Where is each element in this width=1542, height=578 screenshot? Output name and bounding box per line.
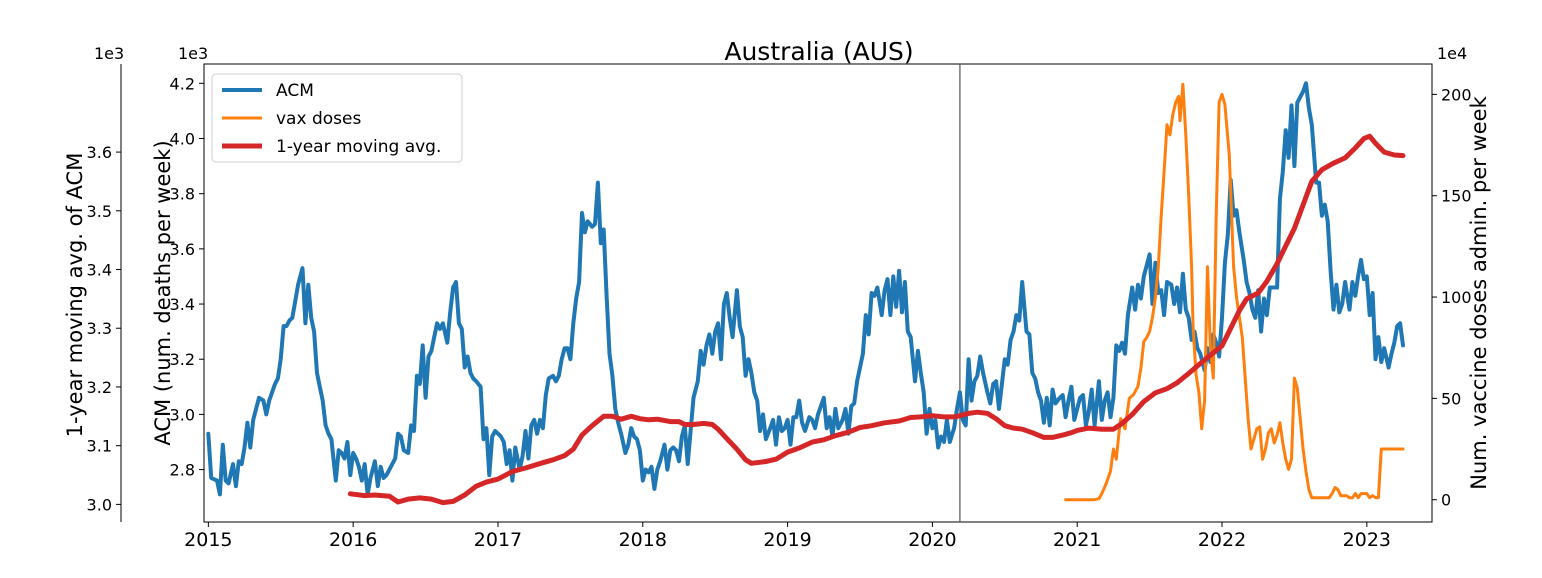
x-tick-label: 2015 <box>184 529 232 551</box>
x-tick-label: 2023 <box>1343 529 1391 551</box>
right-tick-label: 100 <box>1441 288 1472 307</box>
x-tick-label: 2020 <box>908 529 956 551</box>
outer-left-tick-label: 3.5 <box>87 202 112 221</box>
left-tick-label: 4.2 <box>170 74 195 93</box>
outer-left-tick-label: 3.0 <box>87 495 112 514</box>
legend-label-acm: ACM <box>276 81 314 101</box>
legend-label-moving-avg: 1-year moving avg. <box>276 137 441 157</box>
left-tick-label: 3.0 <box>170 405 195 424</box>
right-axis-exponent: 1e4 <box>1437 44 1467 63</box>
outer-left-axis-title: 1-year moving avg. of ACM <box>63 153 87 438</box>
series-line-vax <box>1064 82 1405 502</box>
right-tick-label: 50 <box>1441 389 1461 408</box>
outer-left-axis: 1e3 3.0 3.1 3.2 3.3 3.4 3.5 3.6 1-year moving … <box>63 44 124 522</box>
right-tick-label: 150 <box>1441 187 1472 206</box>
left-axis-title: ACM (num. deaths per week) <box>151 140 175 445</box>
x-tick-label: 2016 <box>329 529 377 551</box>
left-axis-ticks: 2.8 3.0 3.2 3.4 3.6 3.8 4.0 4.2 <box>170 74 204 480</box>
outer-left-axis-exponent: 1e3 <box>94 44 124 63</box>
outer-left-tick-label: 3.1 <box>87 437 112 456</box>
left-axis-exponent: 1e3 <box>178 44 208 63</box>
x-tick-label: 2019 <box>763 529 811 551</box>
legend: ACM vax doses 1-year moving avg. <box>211 73 463 163</box>
right-tick-label: 0 <box>1441 491 1451 510</box>
right-axis-ticks: 0 50 100 150 200 <box>1432 85 1472 510</box>
outer-left-tick-label: 3.4 <box>87 261 112 280</box>
x-tick-label: 2022 <box>1198 529 1246 551</box>
left-tick-label: 4.0 <box>170 129 195 148</box>
right-axis-title: Num. vaccine doses admin. per week <box>1467 95 1491 489</box>
left-tick-label: 3.8 <box>170 185 195 204</box>
plot-area <box>203 63 1433 523</box>
legend-label-vax: vax doses <box>276 109 361 129</box>
outer-left-tick-label: 3.6 <box>87 143 112 162</box>
left-tick-label: 3.6 <box>170 240 195 259</box>
x-tick-label: 2017 <box>474 529 522 551</box>
left-tick-label: 3.2 <box>170 350 195 369</box>
outer-left-tick-label: 3.3 <box>87 319 112 338</box>
outer-left-tick-label: 3.2 <box>87 378 112 397</box>
x-axis-ticks: 2015 2016 2017 2018 2019 2020 2021 2022 2023 <box>184 522 1391 551</box>
plot-frame <box>203 63 1433 523</box>
right-tick-label: 200 <box>1441 85 1472 104</box>
left-tick-label: 2.8 <box>170 461 195 480</box>
chart-title: Australia (AUS) <box>724 37 913 66</box>
legend-box <box>211 73 463 163</box>
series-line-moving-avg <box>347 133 1406 506</box>
outer-left-axis-ticks: 3.0 3.1 3.2 3.3 3.4 3.5 3.6 <box>87 143 121 514</box>
x-tick-label: 2021 <box>1053 529 1101 551</box>
series-layer <box>206 81 1406 506</box>
left-tick-label: 3.4 <box>170 295 195 314</box>
x-tick-label: 2018 <box>619 529 667 551</box>
